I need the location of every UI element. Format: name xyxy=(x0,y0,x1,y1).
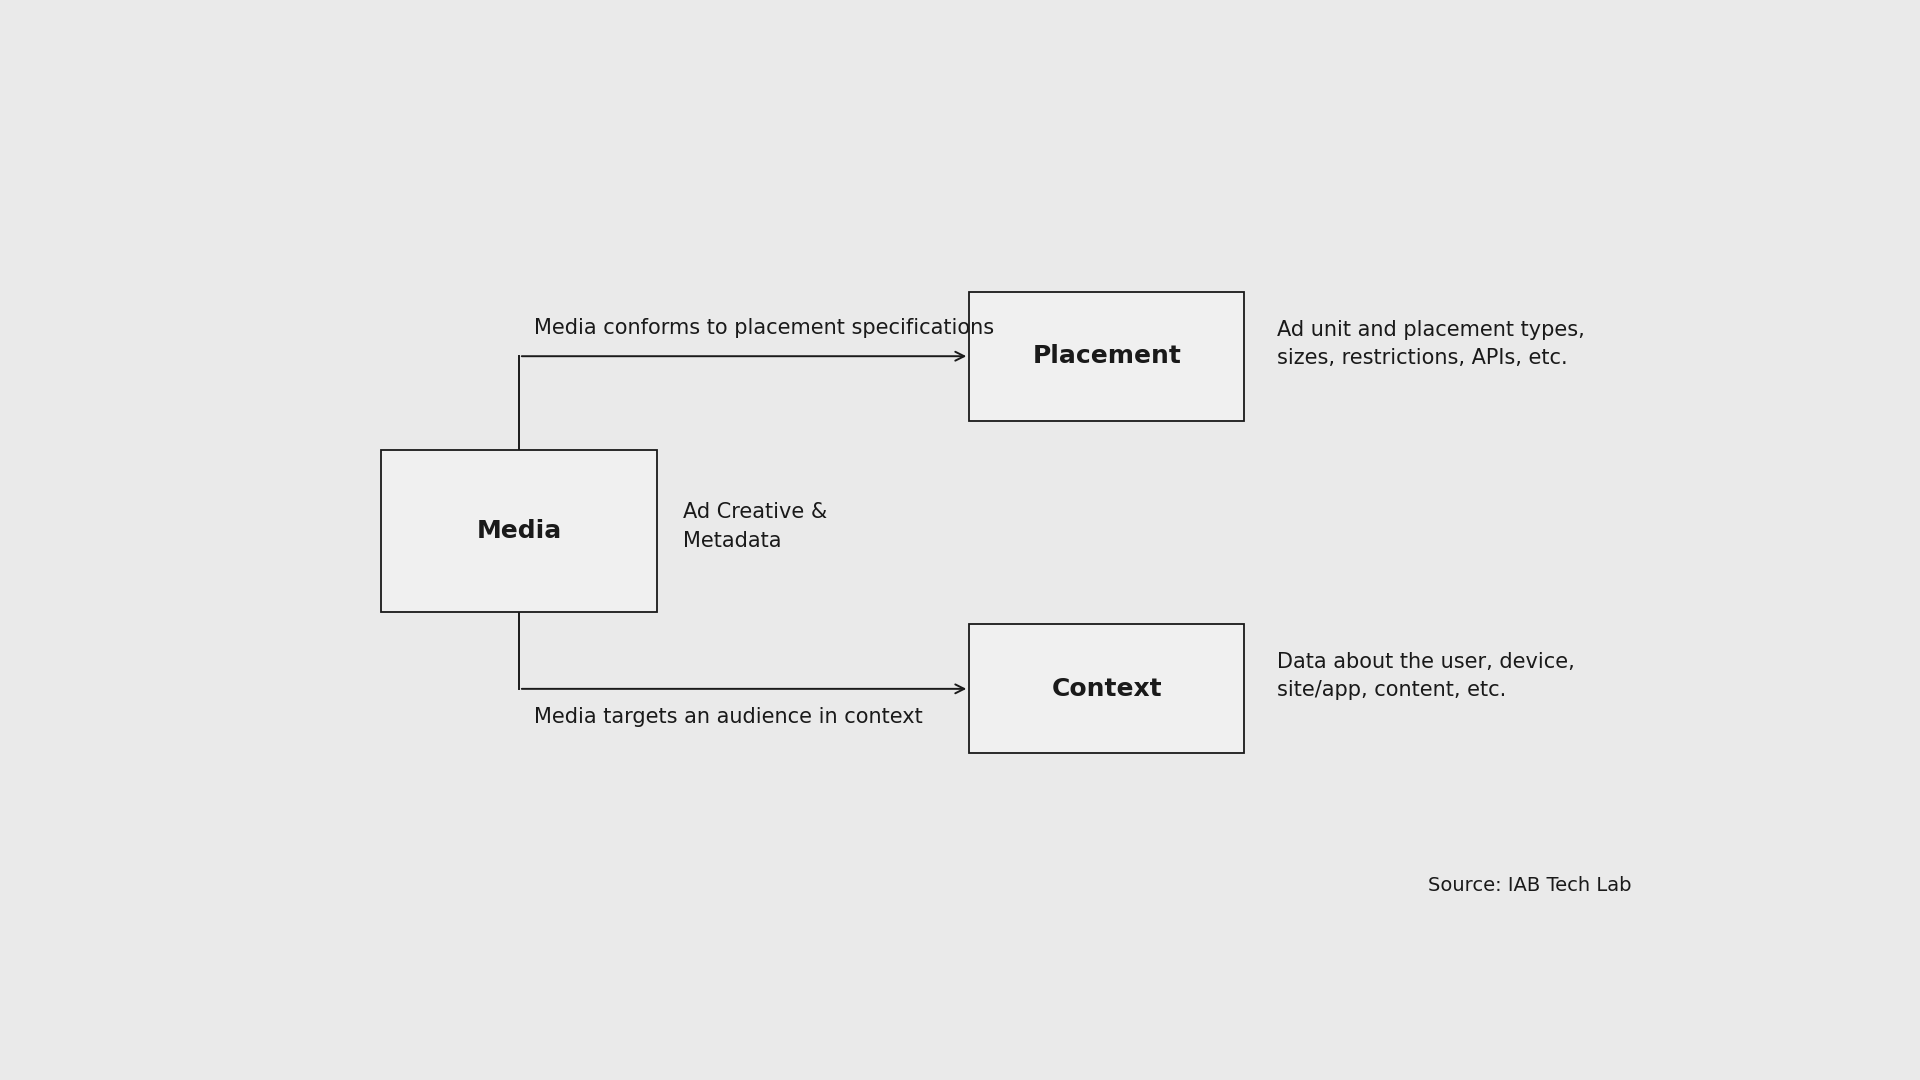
Text: Media: Media xyxy=(476,518,563,543)
FancyBboxPatch shape xyxy=(970,624,1244,754)
FancyBboxPatch shape xyxy=(382,449,657,612)
Text: Data about the user, device,
site/app, content, etc.: Data about the user, device, site/app, c… xyxy=(1277,652,1574,700)
Text: Ad unit and placement types,
sizes, restrictions, APIs, etc.: Ad unit and placement types, sizes, rest… xyxy=(1277,320,1584,367)
Text: Context: Context xyxy=(1052,677,1162,701)
Text: Source: IAB Tech Lab: Source: IAB Tech Lab xyxy=(1428,876,1632,894)
FancyBboxPatch shape xyxy=(970,292,1244,420)
Text: Media conforms to placement specifications: Media conforms to placement specificatio… xyxy=(534,318,995,338)
Text: Ad Creative &
Metadata: Ad Creative & Metadata xyxy=(684,502,828,552)
Text: Placement: Placement xyxy=(1033,345,1181,368)
Text: Media targets an audience in context: Media targets an audience in context xyxy=(534,707,924,727)
